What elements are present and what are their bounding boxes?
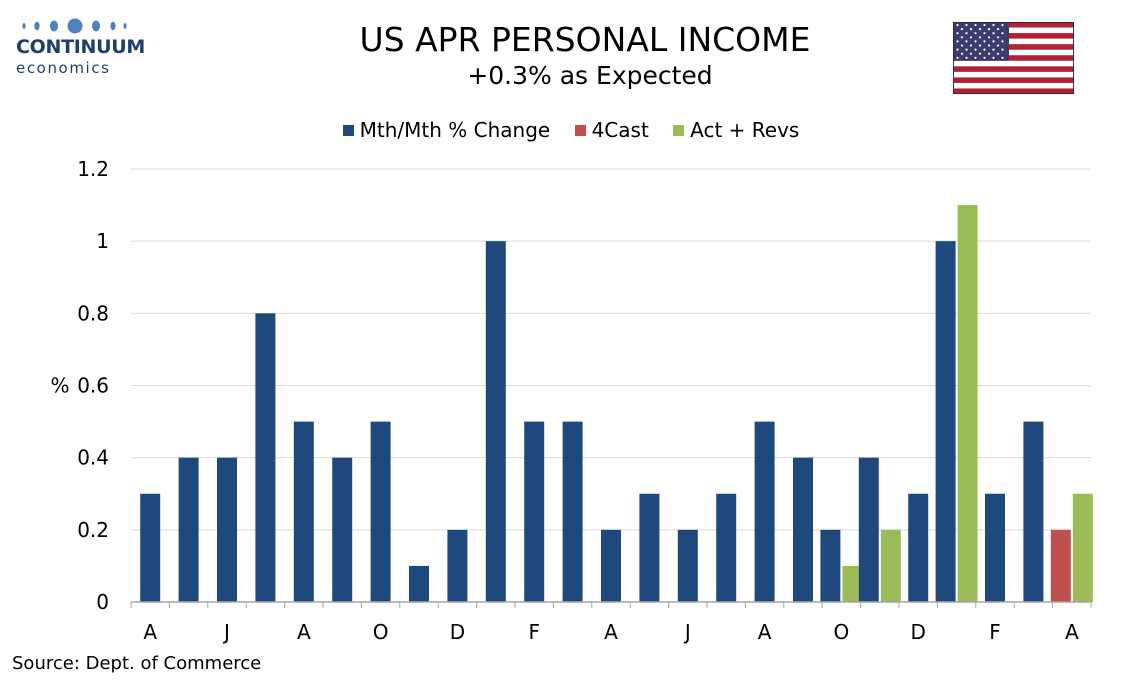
y-axis-label: % xyxy=(50,374,69,398)
bar-mth-mth xyxy=(985,493,1005,602)
x-tick-label: D xyxy=(450,620,465,644)
legend-label-mth-mth: Mth/Mth % Change xyxy=(359,118,551,142)
legend-item-act-revs: Act + Revs xyxy=(673,118,799,142)
bar-act-revs xyxy=(957,205,978,603)
bar-mth-mth xyxy=(935,241,956,602)
x-tick-label: F xyxy=(989,620,1001,644)
legend-label-act-revs: Act + Revs xyxy=(690,118,800,142)
bar-mth-mth xyxy=(217,457,237,602)
bar-mth-mth xyxy=(524,421,545,602)
bar-act-revs xyxy=(1072,493,1093,602)
y-tick-label: 0.8 xyxy=(77,301,109,325)
x-tick-label: A xyxy=(758,620,772,644)
y-tick-label: 0.4 xyxy=(77,446,109,470)
y-tick-label: 0.6 xyxy=(77,374,109,398)
legend-swatch-4cast xyxy=(574,125,586,136)
bar-mth-mth xyxy=(716,493,737,602)
bar-mth-mth xyxy=(447,529,468,602)
bar-4cast xyxy=(1050,529,1071,602)
bar-mth-mth xyxy=(255,313,276,602)
bar-act-revs xyxy=(880,529,901,602)
legend-swatch-act-revs xyxy=(673,125,685,136)
x-tick-label: J xyxy=(222,620,230,644)
logo-subtitle: economics xyxy=(16,59,111,77)
x-tick-label: A xyxy=(143,620,157,644)
x-tick-label: F xyxy=(528,620,540,644)
x-tick-label: A xyxy=(297,620,311,644)
y-tick-label: 0 xyxy=(96,590,109,614)
bar-mth-mth xyxy=(409,565,429,602)
legend-swatch-mth-mth xyxy=(342,125,354,136)
chart-title: US APR PERSONAL INCOME xyxy=(359,20,811,59)
legend-label-4cast: 4Cast xyxy=(591,118,649,142)
x-tick-label: J xyxy=(683,620,691,644)
bar-mth-mth xyxy=(293,421,314,602)
x-tick-label: A xyxy=(1065,620,1079,644)
legend-item-mth-mth: Mth/Mth % Change xyxy=(342,118,551,142)
x-tick-label: O xyxy=(373,620,389,644)
source-note: Source: Dept. of Commerce xyxy=(12,653,262,674)
bar-mth-mth xyxy=(178,457,199,602)
bar-mth-mth xyxy=(677,529,698,602)
x-tick-label: A xyxy=(604,620,618,644)
bar-mth-mth xyxy=(1023,421,1044,602)
bar-mth-mth xyxy=(562,421,583,602)
bar-mth-mth xyxy=(793,457,813,602)
chart-subtitle: +0.3% as Expected xyxy=(467,61,713,90)
bar-mth-mth xyxy=(858,457,879,602)
bar-mth-mth xyxy=(908,493,929,602)
bar-mth-mth xyxy=(639,493,660,602)
bar-mth-mth xyxy=(140,493,161,602)
continuum-logo: CONTINUUM economics xyxy=(12,14,145,77)
y-tick-label: 1 xyxy=(96,229,109,253)
x-tick-label: D xyxy=(910,620,925,644)
bar-mth-mth xyxy=(754,421,775,602)
y-tick-label: 1.2 xyxy=(77,157,109,181)
bar-mth-mth xyxy=(332,457,353,602)
bar-chart: 0 0.2 0.4 0.6 0.8 1 1.2% A J A O D F A J A O D F A xyxy=(50,157,1093,644)
logo-name: CONTINUUM xyxy=(16,36,145,58)
bar-act-revs xyxy=(842,565,863,602)
us-flag-icon xyxy=(953,22,1074,94)
logo-dots-icon xyxy=(22,18,127,34)
chart-legend: Mth/Mth % Change 4Cast Act + Revs xyxy=(0,118,1134,142)
x-tick-label: O xyxy=(834,620,850,644)
bar-mth-mth xyxy=(370,421,391,602)
bar-mth-mth xyxy=(601,529,621,602)
y-tick-label: 0.2 xyxy=(77,518,109,542)
bar-mth-mth xyxy=(485,241,506,602)
bar-mth-mth xyxy=(820,529,841,602)
legend-item-4cast: 4Cast xyxy=(574,118,649,142)
